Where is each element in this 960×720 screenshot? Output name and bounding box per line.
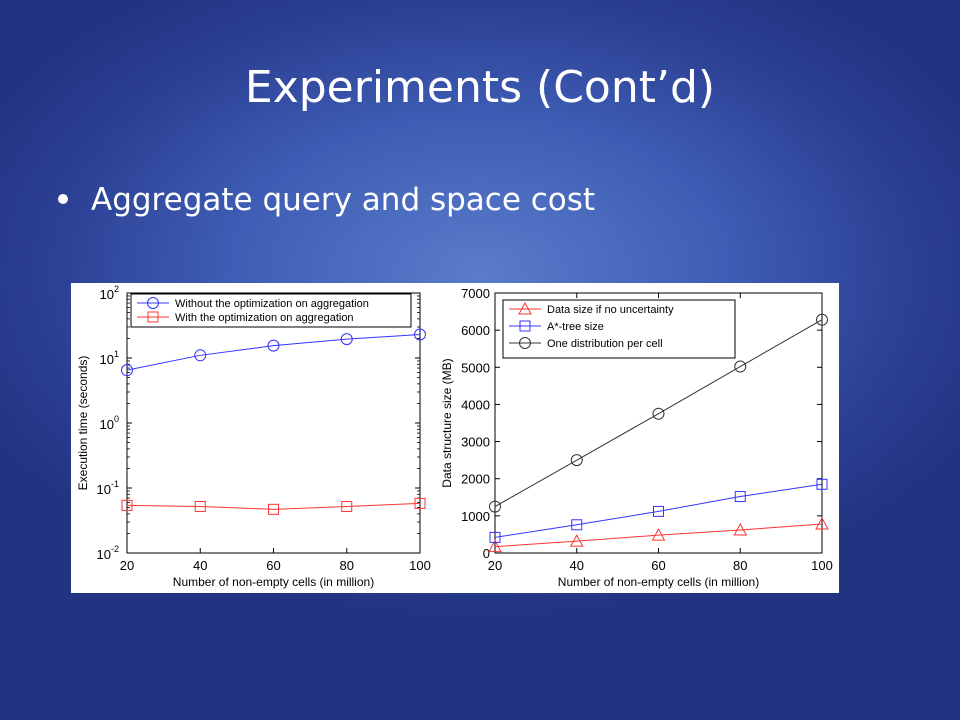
x-tick-label: 20 <box>120 558 134 573</box>
legend-marker <box>519 320 531 332</box>
y-tick-label: 3000 <box>461 435 490 450</box>
y-axis-label: Execution time (seconds) <box>76 356 90 491</box>
data-point <box>488 539 502 553</box>
legend-box <box>502 299 736 359</box>
chart-2: 20 40 60 80 10001000200030004000500060007000… <box>440 286 833 589</box>
legend: Without the optimization on aggregation W… <box>130 293 412 328</box>
x-tick-label: 100 <box>409 558 431 573</box>
data-point <box>571 519 583 531</box>
data-point <box>340 333 353 346</box>
y-tick-label: 0 <box>483 546 490 561</box>
x-tick-label: 80 <box>733 558 747 573</box>
y-tick-label: 10-2 <box>97 544 119 562</box>
data-point <box>341 500 353 512</box>
x-tick-label: 20 <box>488 558 502 573</box>
data-point <box>489 531 501 543</box>
legend-label: Without the optimization on aggregation <box>175 298 369 310</box>
legend-box <box>130 293 412 328</box>
data-point <box>121 364 133 377</box>
series-line <box>126 502 421 510</box>
bullet-item: Aggregate query and space cost <box>58 178 595 222</box>
data-point <box>734 360 747 373</box>
chart-1: 20 40 60 80 100 102 101 100 10-1 10-2 Number of no… <box>76 284 431 589</box>
series-3 <box>489 313 828 513</box>
y-tick-label: 101 <box>100 349 119 367</box>
x-tick-label: 60 <box>266 558 280 573</box>
y-tick-label: 7000 <box>461 286 490 301</box>
bullet-text: Aggregate query and space cost <box>91 182 596 218</box>
y-tick-label: 2000 <box>461 472 490 487</box>
y-axis-label: Data structure size (MB) <box>440 358 454 487</box>
data-point <box>194 349 207 362</box>
y-tick-label: 102 <box>100 284 119 302</box>
legend-entry: A*-tree size <box>509 320 604 333</box>
legend-entry: Without the optimization on aggregation <box>137 297 369 310</box>
x-axis-label: Number of non-empty cells (in million) <box>558 575 759 589</box>
x-tick-label: 40 <box>570 558 584 573</box>
series-1 <box>488 516 829 553</box>
y-tick-label: 1000 <box>461 509 490 524</box>
y-tick-label: 100 <box>100 414 119 432</box>
legend: Data size if no uncertainty A*-tree size O… <box>502 299 736 359</box>
legend-entry: With the optimization on aggregation <box>137 311 354 324</box>
x-tick-label: 80 <box>340 558 354 573</box>
data-point <box>414 497 426 509</box>
legend-marker <box>519 337 531 349</box>
data-point <box>569 534 584 547</box>
data-point <box>194 500 206 512</box>
y-tick-label: 4000 <box>461 397 490 412</box>
x-tick-label: 40 <box>193 558 207 573</box>
data-point <box>734 491 746 503</box>
data-point <box>816 313 828 326</box>
series-2 <box>489 478 828 543</box>
chart-svg: 20 40 60 80 100 102 101 100 10-1 10-2 Number of no… <box>76 284 833 589</box>
data-point <box>651 528 666 541</box>
data-point <box>268 503 279 515</box>
series-line <box>494 523 823 548</box>
series-1 <box>121 328 426 377</box>
series-line <box>494 319 823 508</box>
data-point <box>267 339 280 352</box>
y-tick-label: 6000 <box>461 323 490 338</box>
legend-label: Data size if no uncertainty <box>547 304 674 316</box>
bullet-dot-icon <box>58 194 68 204</box>
legend-entry: Data size if no uncertainty <box>509 301 674 316</box>
legend-label: A*-tree size <box>547 321 604 333</box>
legend-marker <box>147 311 159 323</box>
legend-label: With the optimization on aggregation <box>175 312 354 324</box>
chart-figure: 20 40 60 80 100 102 101 100 10-1 10-2 Number of no… <box>71 283 839 593</box>
data-point <box>652 407 665 420</box>
data-point <box>816 478 828 490</box>
data-point <box>815 516 829 530</box>
x-tick-label: 100 <box>811 558 833 573</box>
data-point <box>121 499 133 511</box>
series-2 <box>121 497 426 515</box>
y-tick-label: 5000 <box>461 360 490 375</box>
data-point <box>414 328 426 341</box>
legend-marker <box>518 301 532 315</box>
legend-marker <box>147 297 159 309</box>
y-tick-label: 10-1 <box>97 479 119 497</box>
x-axis-label: Number of non-empty cells (in million) <box>173 575 374 589</box>
series-line <box>126 333 421 371</box>
data-point <box>489 500 501 513</box>
x-tick-label: 60 <box>651 558 665 573</box>
legend-entry: One distribution per cell <box>509 337 663 350</box>
slide-title: Experiments (Cont’d) <box>244 62 716 113</box>
data-point <box>653 505 664 517</box>
data-point <box>570 454 583 467</box>
series-line <box>494 483 823 538</box>
data-point <box>733 522 748 536</box>
legend-label: One distribution per cell <box>547 338 663 350</box>
